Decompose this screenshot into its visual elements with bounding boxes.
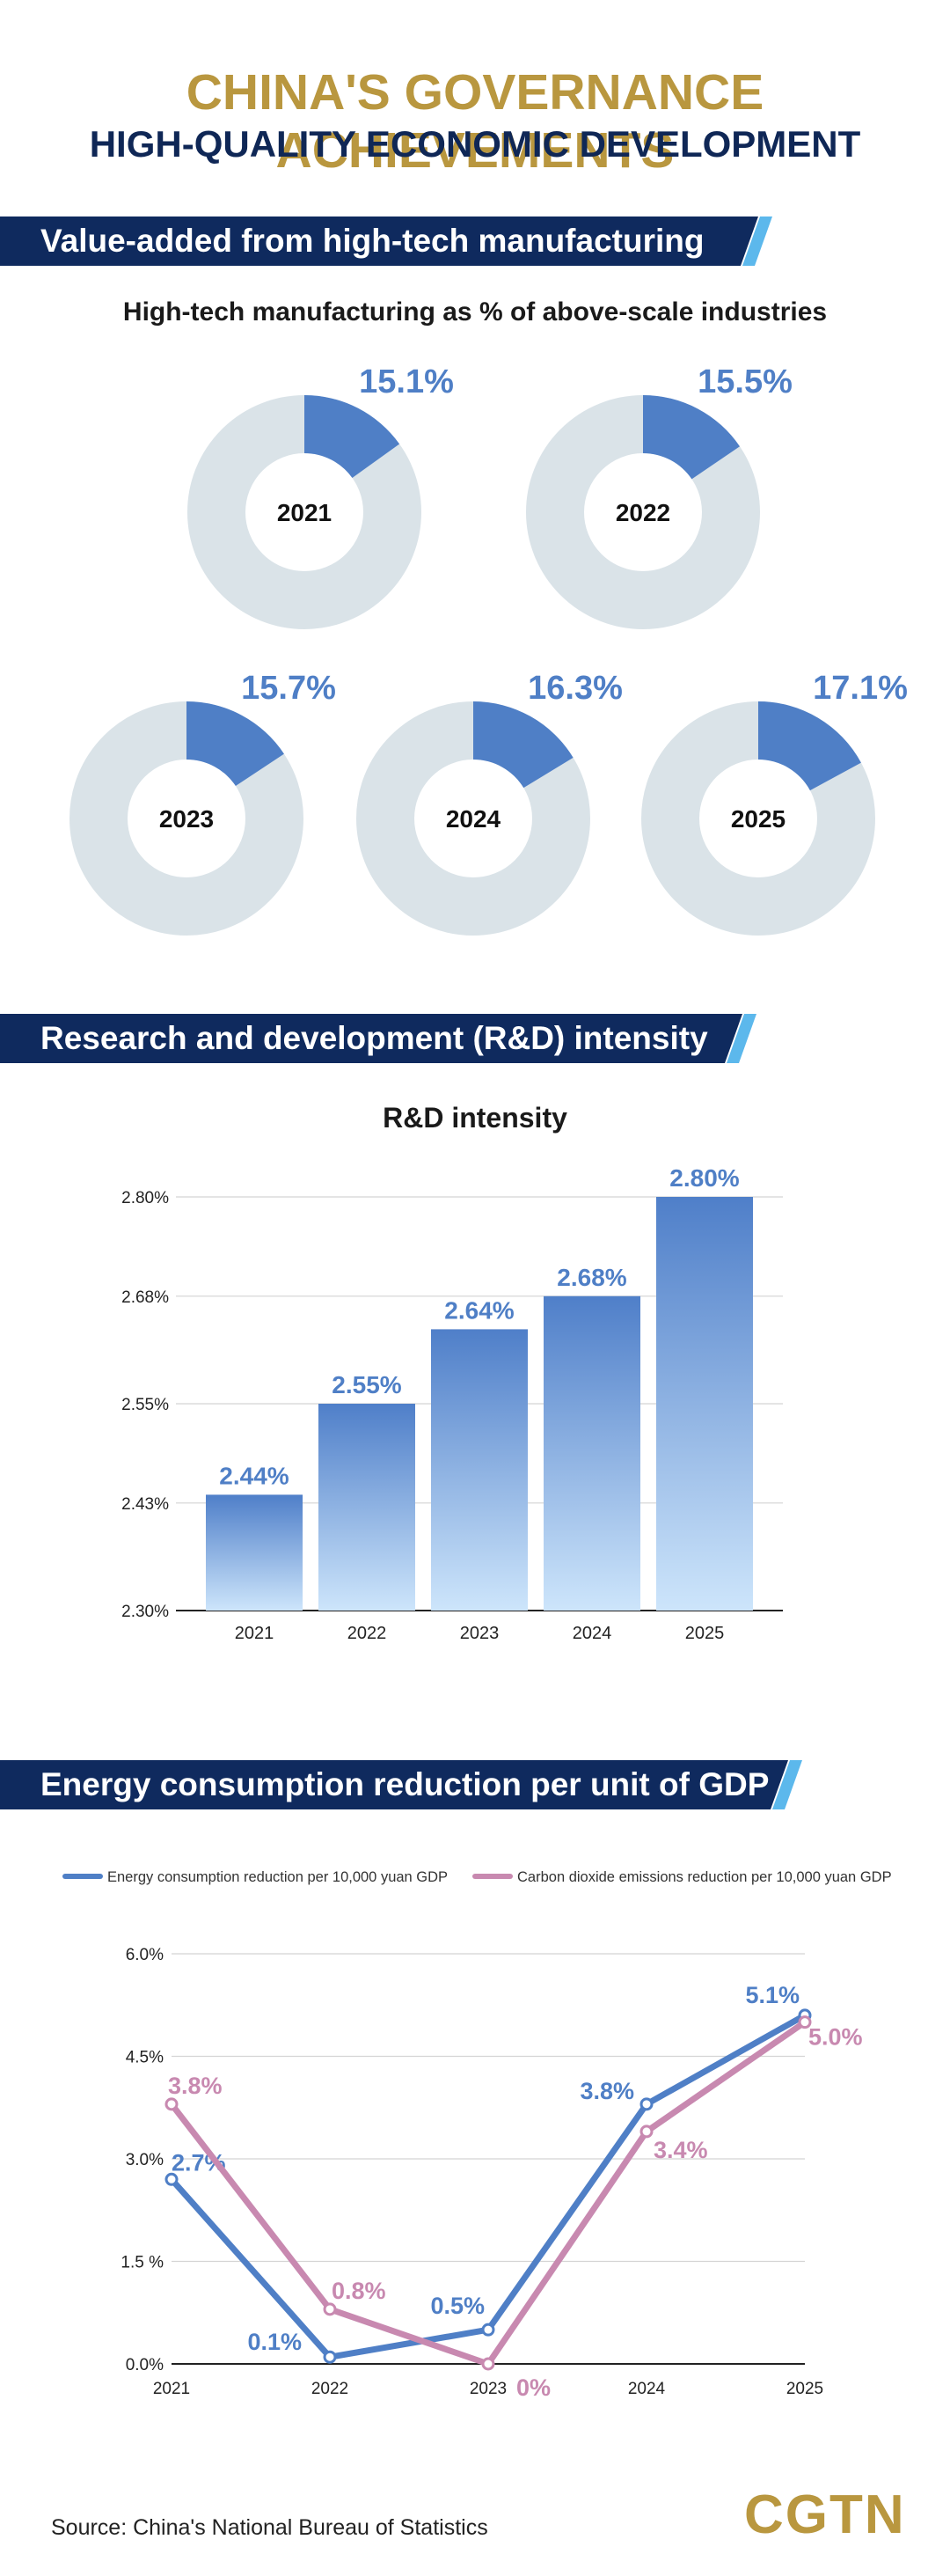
data-point — [164, 2097, 179, 2111]
data-label: 5.0% — [808, 2024, 863, 2051]
bar-value-label: 2.64% — [444, 1296, 514, 1324]
donut-year-label: 2022 — [616, 499, 670, 526]
data-point — [639, 2097, 654, 2111]
y-tick-label: 1.5 % — [121, 2254, 164, 2272]
y-tick-label: 2.30% — [121, 1603, 169, 1621]
x-tick-label: 2024 — [573, 1624, 612, 1643]
x-tick-label: 2024 — [628, 2380, 666, 2398]
donut-2023: 2023 15.7% — [69, 670, 336, 936]
x-tick-label: 2022 — [311, 2380, 348, 2398]
data-point — [639, 2125, 654, 2139]
y-tick-label: 0.0% — [126, 2356, 164, 2374]
bar-value-label: 2.80% — [669, 1164, 739, 1192]
data-label: 0.5% — [430, 2293, 485, 2319]
x-tick-label: 2023 — [470, 2380, 507, 2398]
y-tick-label: 4.5% — [126, 2049, 164, 2067]
legend-label: Energy consumption reduction per 10,000 … — [107, 1869, 448, 1885]
data-label: 3.8% — [168, 2073, 223, 2099]
donut-slice — [643, 395, 741, 480]
data-point — [323, 2350, 337, 2364]
bar-2023 — [431, 1329, 528, 1611]
series-energy: 2.7%0.1%0.5%3.8%5.1% — [164, 1982, 812, 2364]
section-title-energy: Energy consumption reduction per unit of… — [40, 1766, 770, 1802]
y-tick-label: 2.68% — [121, 1288, 169, 1307]
data-label: 3.4% — [654, 2137, 708, 2163]
main-title: CHINA'S GOVERNANCE ACHIEVEMENTS — [186, 64, 764, 179]
donut-value-label: 17.1% — [813, 670, 908, 707]
data-point — [481, 2357, 495, 2371]
rd-bar-chart: 2.30% 2.43% 2.55% 2.68% 2.80% 2.44% 2021 2.55% 2… — [121, 1164, 783, 1643]
donut-value-label: 15.5% — [698, 363, 793, 400]
series-co2: 3.8% 0.8% 0% 3.4% 5.0% — [164, 2015, 863, 2401]
donut-2024: 2024 16.3% — [356, 670, 623, 936]
y-tick-label: 3.0% — [126, 2151, 164, 2169]
y-tick-label: 2.55% — [121, 1396, 169, 1414]
bar-value-label: 2.68% — [557, 1264, 626, 1291]
legend-label: Carbon dioxide emissions reduction per 1… — [517, 1869, 892, 1885]
data-label: 3.8% — [580, 2078, 634, 2104]
x-tick-label: 2025 — [786, 2380, 823, 2398]
donut-2022: 2022 15.5% — [526, 363, 793, 629]
bar-value-label: 2.44% — [219, 1462, 289, 1489]
donut-slice — [186, 701, 284, 787]
donut-2021: 2021 15.1% — [187, 363, 454, 629]
donut-slice — [473, 701, 574, 789]
x-tick-label: 2021 — [235, 1624, 274, 1643]
donut-value-label: 15.7% — [241, 670, 336, 707]
bar-2022 — [318, 1404, 415, 1611]
donut-year-label: 2025 — [731, 805, 786, 833]
data-label: 0.1% — [247, 2329, 302, 2355]
donut-year-label: 2024 — [446, 805, 501, 833]
bar-2025 — [656, 1197, 753, 1611]
series-line — [168, 2012, 808, 2360]
bar-2021 — [206, 1494, 303, 1611]
y-tick-label: 2.43% — [121, 1495, 169, 1514]
y-tick-label: 6.0% — [126, 1946, 164, 1964]
donut-value-label: 16.3% — [528, 670, 623, 707]
section-banner-hightech: Value-added from high-tech manufacturing — [0, 217, 758, 266]
data-point — [481, 2323, 495, 2337]
x-tick-label: 2021 — [153, 2380, 190, 2398]
x-tick-label: 2025 — [685, 1624, 725, 1643]
cgtn-logo: CGTN — [744, 2484, 906, 2545]
section-title-hightech: Value-added from high-tech manufacturing — [40, 223, 705, 259]
donut-2025: 2025 17.1% — [641, 670, 908, 936]
main-subtitle: HIGH-QUALITY ECONOMIC DEVELOPMENT — [89, 123, 861, 165]
section-banner-energy: Energy consumption reduction per unit of… — [0, 1760, 788, 1809]
donut-charts: 2021 15.1% 2022 15.5% 2023 15.7% 2024 16.3% 2025… — [69, 363, 908, 936]
data-label: 5.1% — [745, 1982, 800, 2008]
data-label: 0% — [516, 2374, 551, 2401]
bar-chart-title: R&D intensity — [383, 1102, 567, 1134]
data-point — [164, 2172, 179, 2186]
x-tick-label: 2023 — [460, 1624, 500, 1643]
donut-slice — [304, 395, 400, 478]
y-tick-label: 2.80% — [121, 1189, 169, 1207]
legend: Energy consumption reduction per 10,000 … — [62, 1869, 892, 1885]
donut-chart-title: High-tech manufacturing as % of above-sc… — [122, 297, 828, 327]
data-point — [798, 2015, 812, 2029]
bar-2024 — [544, 1295, 640, 1611]
bar-value-label: 2.55% — [332, 1371, 401, 1398]
donut-year-label: 2021 — [277, 499, 332, 526]
data-point — [323, 2302, 337, 2316]
series-line — [168, 2019, 808, 2367]
donut-year-label: 2023 — [159, 805, 214, 833]
donut-slice — [758, 701, 861, 791]
data-label: 0.8% — [332, 2278, 386, 2304]
energy-line-chart: Energy consumption reduction per 10,000 … — [62, 1869, 892, 2401]
donut-value-label: 15.1% — [359, 363, 454, 400]
x-tick-label: 2022 — [347, 1624, 387, 1643]
section-title-rd: Research and development (R&D) intensity — [40, 1020, 708, 1056]
section-banner-rd: Research and development (R&D) intensity — [0, 1014, 742, 1063]
source-note: Source: China's National Bureau of Stati… — [51, 2515, 488, 2540]
